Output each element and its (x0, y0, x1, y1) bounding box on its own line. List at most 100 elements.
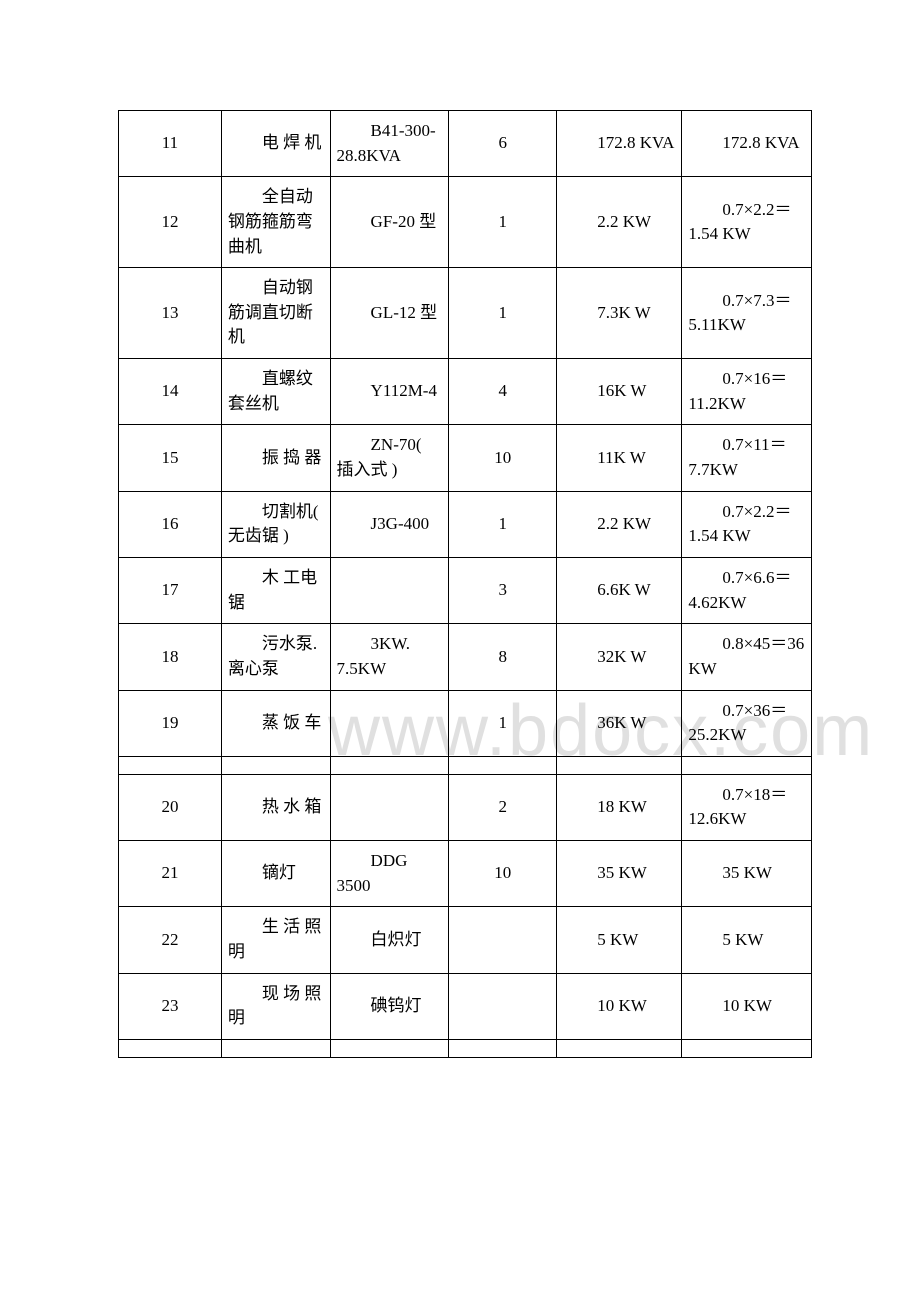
cell-text: 0.7×11＝7.7KW (688, 433, 805, 482)
cell-text: GF-20 型 (337, 210, 443, 235)
table-cell: 现 场 照 明 (221, 973, 330, 1039)
cell-text: 全自动钢筋箍筋弯曲机 (228, 185, 324, 259)
cell-text: 2.2 KW (563, 210, 675, 235)
table-row: 22生 活 照 明白炽灯5 KW5 KW (119, 907, 812, 973)
cell-text: 电 焊 机 (228, 131, 324, 156)
table-cell: 1 (449, 268, 557, 359)
table-cell: 11 (119, 111, 222, 177)
table-cell: 1 (449, 177, 557, 268)
table-cell: 10 (449, 841, 557, 907)
table-cell: 1 (449, 690, 557, 756)
table-cell: 16 (119, 491, 222, 557)
table-cell: 全自动钢筋箍筋弯曲机 (221, 177, 330, 268)
cell-text: 蒸 饭 车 (228, 711, 324, 736)
table-cell: 0.7×2.2＝1.54 KW (682, 491, 812, 557)
cell-text: 0.8×45＝36 KW (688, 632, 805, 681)
table-cell: 3KW. 7.5KW (330, 624, 449, 690)
table-cell (557, 756, 682, 774)
table-cell (119, 756, 222, 774)
table-cell: B41-300-28.8KVA (330, 111, 449, 177)
table-cell (449, 756, 557, 774)
table-cell: 19 (119, 690, 222, 756)
table-cell (119, 1039, 222, 1057)
table-row: 12全自动钢筋箍筋弯曲机 GF-20 型12.2 KW 0.7×2.2＝1.54 K… (119, 177, 812, 268)
table-cell: 10 KW (557, 973, 682, 1039)
table-cell: 0.7×6.6＝4.62KW (682, 557, 812, 623)
cell-text: 6.6K W (563, 578, 675, 603)
table-cell: 2 (449, 774, 557, 840)
table-cell: 18 (119, 624, 222, 690)
table-cell: 0.7×11＝7.7KW (682, 425, 812, 491)
table-cell: 6.6K W (557, 557, 682, 623)
cell-text: 7.3K W (563, 301, 675, 326)
table-cell: 23 (119, 973, 222, 1039)
table-cell (682, 1039, 812, 1057)
cell-text: 10 KW (688, 994, 805, 1019)
table-row: 21镝灯DDG 35001035 KW35 KW (119, 841, 812, 907)
table-cell: DDG 3500 (330, 841, 449, 907)
table-cell: 振 捣 器 (221, 425, 330, 491)
table-cell (221, 756, 330, 774)
table-cell: 8 (449, 624, 557, 690)
table-cell: 0.7×2.2＝1.54 KW (682, 177, 812, 268)
cell-text: 木 工电 锯 (228, 566, 324, 615)
cell-text: 镝灯 (228, 861, 324, 886)
cell-text: 3KW. 7.5KW (337, 632, 443, 681)
table-cell: 切割机( 无齿锯 ) (221, 491, 330, 557)
cell-text: 碘钨灯 (337, 994, 443, 1019)
table-cell: 电 焊 机 (221, 111, 330, 177)
table-cell: 白炽灯 (330, 907, 449, 973)
cell-text: 0.7×6.6＝4.62KW (688, 566, 805, 615)
cell-text: 生 活 照 明 (228, 915, 324, 964)
cell-text: J3G-400 (337, 512, 443, 537)
table-cell: 18 KW (557, 774, 682, 840)
cell-text: 5 KW (688, 928, 805, 953)
table-cell: 热 水 箱 (221, 774, 330, 840)
table-cell: 172.8 KVA (682, 111, 812, 177)
table-cell: 11K W (557, 425, 682, 491)
table-row: 15振 捣 器ZN-70( 插入式 )1011K W0.7×11＝7.7KW (119, 425, 812, 491)
table-cell: 0.7×16＝11.2KW (682, 359, 812, 425)
table-cell: 5 KW (557, 907, 682, 973)
cell-text: 11K W (563, 446, 675, 471)
table-cell: 蒸 饭 车 (221, 690, 330, 756)
table-cell: 0.8×45＝36 KW (682, 624, 812, 690)
table-cell: 6 (449, 111, 557, 177)
table-cell: 1 (449, 491, 557, 557)
table-cell: 4 (449, 359, 557, 425)
cell-text: 172.8 KVA (563, 131, 675, 156)
table-row (119, 1039, 812, 1057)
cell-text: 切割机( 无齿锯 ) (228, 500, 324, 549)
table-cell: 17 (119, 557, 222, 623)
cell-text: 2.2 KW (563, 512, 675, 537)
table-cell: 12 (119, 177, 222, 268)
table-cell (330, 1039, 449, 1057)
table-cell: 35 KW (682, 841, 812, 907)
table-cell: 0.7×36＝25.2KW (682, 690, 812, 756)
table-cell (449, 907, 557, 973)
table-row: 14直螺纹套丝机Y112M-4416K W0.7×16＝11.2KW (119, 359, 812, 425)
table-row: 19蒸 饭 车 136K W 0.7×36＝25.2KW (119, 690, 812, 756)
table-cell: GF-20 型 (330, 177, 449, 268)
table-cell (449, 973, 557, 1039)
cell-text: 32K W (563, 645, 675, 670)
table-row: 18污水泵. 离心泵3KW. 7.5KW832K W 0.8×45＝36 KW (119, 624, 812, 690)
table-row (119, 756, 812, 774)
table-cell: 木 工电 锯 (221, 557, 330, 623)
table-cell: 10 KW (682, 973, 812, 1039)
table-cell (330, 557, 449, 623)
table-row: 11电 焊 机B41-300-28.8KVA6172.8 KVA172.8 KV… (119, 111, 812, 177)
cell-text: 直螺纹套丝机 (228, 367, 324, 416)
table-cell: 污水泵. 离心泵 (221, 624, 330, 690)
table-cell: 20 (119, 774, 222, 840)
cell-text: 36K W (563, 711, 675, 736)
table-cell: 13 (119, 268, 222, 359)
cell-text: 0.7×18＝12.6KW (688, 783, 805, 832)
cell-text: DDG 3500 (337, 849, 443, 898)
table-cell: ZN-70( 插入式 ) (330, 425, 449, 491)
table-cell: 32K W (557, 624, 682, 690)
table-cell: 172.8 KVA (557, 111, 682, 177)
cell-text: 16K W (563, 379, 675, 404)
table-cell: 碘钨灯 (330, 973, 449, 1039)
cell-text: 热 水 箱 (228, 795, 324, 820)
